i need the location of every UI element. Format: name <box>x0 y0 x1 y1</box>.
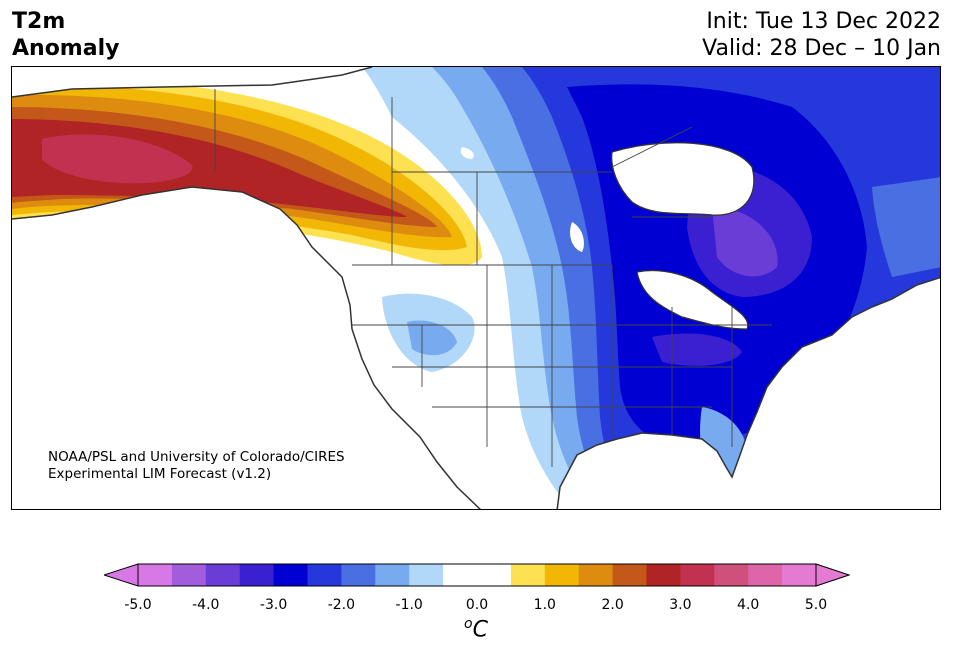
colorbar-tick-label: 0.0 <box>465 597 489 613</box>
colorbar-cell <box>273 564 308 586</box>
colorbar-over-triangle <box>815 563 850 587</box>
colorbar-cell <box>171 564 207 586</box>
colorbar-cell <box>714 564 749 586</box>
unit-celsius: C <box>472 617 488 643</box>
colorbar-tick-label: -3.0 <box>259 597 288 613</box>
attribution: NOAA/PSL and University of Colorado/CIRE… <box>48 449 345 483</box>
colorbar-cell <box>307 564 342 586</box>
colorbar-tick-label: -1.0 <box>395 597 423 613</box>
water-bodies <box>460 142 755 330</box>
colorbar-tick-label: 5.0 <box>804 597 828 613</box>
colorbar-cell <box>341 564 376 586</box>
colorbar-tick-label: -4.0 <box>192 597 220 613</box>
unit-label: oC <box>464 616 488 642</box>
colorbar-cell <box>239 564 275 586</box>
attribution-line1: NOAA/PSL and University of Colorado/CIRE… <box>48 449 345 465</box>
colorbar-cell <box>646 564 681 586</box>
colorbar-cell <box>748 564 783 586</box>
coastline <box>12 67 940 509</box>
colorbar-cells <box>138 564 817 586</box>
colorbar-cell <box>680 564 715 586</box>
title-anomaly: Anomaly <box>12 36 120 61</box>
colorbar-cell <box>782 564 817 586</box>
colorbar-cell <box>578 564 614 586</box>
boundaries <box>214 89 772 467</box>
colorbar-cell <box>375 564 410 586</box>
colorbar-tick-label: 1.0 <box>533 597 556 613</box>
colorbar-cell <box>409 564 444 586</box>
colorbar-cell <box>510 564 546 586</box>
forecast-dates: Init: Tue 13 Dec 2022 Valid: 28 Dec – 10… <box>702 8 941 62</box>
colorbar-tick-label: -5.0 <box>124 597 152 613</box>
colorbar-cell <box>477 564 512 586</box>
colorbar-cell <box>205 564 241 586</box>
colorbar-tick-label: 4.0 <box>737 597 760 613</box>
colorbar-tick-label: 2.0 <box>601 597 624 613</box>
attribution-line2: Experimental LIM Forecast (v1.2) <box>48 466 272 482</box>
init-date: Init: Tue 13 Dec 2022 <box>706 9 941 34</box>
title-variable: T2m <box>12 9 66 34</box>
colorbar-tick-label: 3.0 <box>669 597 692 613</box>
colorbar-cell <box>612 564 647 586</box>
colorbar-cell <box>443 564 478 586</box>
colorbar-under-triangle <box>104 563 139 587</box>
map-title: T2m Anomaly <box>12 8 119 62</box>
colorbar-tick-label: -2.0 <box>327 597 356 613</box>
colorbar <box>104 563 850 587</box>
temperature-field <box>12 67 940 509</box>
colorbar-cell <box>544 564 580 586</box>
colorbar-cell <box>138 564 173 586</box>
unit-degree: o <box>464 616 473 632</box>
valid-dates: Valid: 28 Dec – 10 Jan <box>702 36 941 61</box>
colorbar-outline <box>137 563 817 587</box>
anomaly-map <box>11 66 941 510</box>
